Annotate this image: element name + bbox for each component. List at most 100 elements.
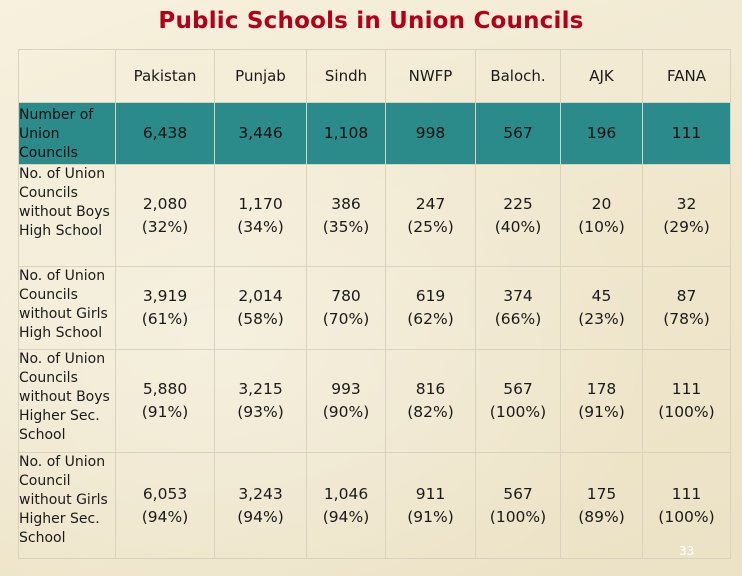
table-cell: 2,080 (32%) <box>115 164 215 267</box>
cell-percent: (40%) <box>494 217 542 236</box>
table-cell: 20 (10%) <box>560 164 643 267</box>
table-cell: 386 (35%) <box>306 164 386 267</box>
slide-title: Public Schools in Union Councils <box>158 8 584 34</box>
row-label: No. of Union Councils without Girls High… <box>18 266 116 350</box>
cell-percent: (29%) <box>663 217 710 236</box>
table-cell: 567 <box>475 102 561 165</box>
cell-count: 178 <box>586 380 617 398</box>
cell-percent: (62%) <box>407 310 454 328</box>
row-label: Number of Union Councils <box>18 102 116 165</box>
cell-count: 386 <box>331 194 361 213</box>
row-label: No. of Union Councils without Boys Highe… <box>18 349 116 453</box>
table-row: No. of Union Councils without Boys High … <box>18 164 731 267</box>
table-cell: 247 (25%) <box>385 164 476 267</box>
page-number: 33 <box>679 544 695 558</box>
corner-cell <box>18 49 116 103</box>
cell-count: 2,014 <box>238 287 283 305</box>
cell-percent: (89%) <box>578 507 625 526</box>
table-cell: 998 <box>385 102 476 165</box>
cell-percent: (90%) <box>322 403 370 421</box>
cell-count: 111 <box>671 484 702 503</box>
table-cell: 780 (70%) <box>306 266 386 350</box>
table-cell: 3,215 (93%) <box>214 349 307 453</box>
cell-count: 87 <box>676 287 697 305</box>
cell-count: 2,080 <box>142 194 188 213</box>
table-cell: 6,053 (94%) <box>115 452 215 559</box>
table-row: Number of Union Councils 6,438 3,446 1,1… <box>18 102 731 165</box>
cell-percent: (100%) <box>489 507 547 526</box>
cell-count: 247 <box>415 194 446 213</box>
column-header-baloch: Baloch. <box>475 49 561 103</box>
cell-percent: (34%) <box>237 217 284 236</box>
cell-count: 20 <box>591 194 612 213</box>
cell-count: 225 <box>503 194 533 213</box>
table-cell: 993 (90%) <box>306 349 386 453</box>
cell-count: 175 <box>586 484 617 503</box>
table-cell: 196 <box>560 102 643 165</box>
table-row: No. of Union Council without Girls Highe… <box>18 452 731 559</box>
column-header-ajk: AJK <box>560 49 643 103</box>
table-cell: 567 (100%) <box>475 452 561 559</box>
cell-percent: (78%) <box>663 310 710 328</box>
cell-percent: (91%) <box>141 403 189 421</box>
table-cell: 111 (100%) <box>642 349 731 453</box>
cell-percent: (58%) <box>237 310 284 328</box>
cell-percent: (94%) <box>237 507 284 526</box>
cell-percent: (70%) <box>322 310 370 328</box>
cell-count: 1,170 <box>238 194 283 213</box>
table-cell: 1,170 (34%) <box>214 164 307 267</box>
column-header-punjab: Punjab <box>214 49 307 103</box>
table-cell: 225 (40%) <box>475 164 561 267</box>
cell-count: 32 <box>676 194 697 213</box>
cell-count: 3,215 <box>238 380 283 398</box>
cell-percent: (10%) <box>578 217 625 236</box>
cell-count: 993 <box>331 380 361 398</box>
cell-percent: (94%) <box>322 507 370 526</box>
cell-percent: (66%) <box>494 310 542 328</box>
table-cell: 619 (62%) <box>385 266 476 350</box>
cell-count: 1,046 <box>323 484 369 503</box>
cell-percent: (25%) <box>407 217 454 236</box>
cell-percent: (91%) <box>407 507 454 526</box>
cell-count: 374 <box>503 287 533 305</box>
header-row: Pakistan Punjab Sindh NWFP Baloch. AJK F… <box>18 49 731 103</box>
table-cell: 1,108 <box>306 102 386 165</box>
cell-percent: (94%) <box>141 507 189 526</box>
cell-count: 567 <box>503 380 533 398</box>
cell-percent: (100%) <box>658 507 715 526</box>
table-cell: 6,438 <box>115 102 215 165</box>
cell-count: 567 <box>503 484 533 503</box>
table-cell: 3,243 (94%) <box>214 452 307 559</box>
cell-count: 111 <box>671 380 702 398</box>
row-label: No. of Union Councils without Boys High … <box>18 164 116 267</box>
cell-count: 3,919 <box>142 287 188 305</box>
cell-count: 6,053 <box>142 484 188 503</box>
table-cell: 2,014 (58%) <box>214 266 307 350</box>
table-cell: 3,446 <box>214 102 307 165</box>
table-cell: 111 <box>642 102 731 165</box>
union-councils-table: Pakistan Punjab Sindh NWFP Baloch. AJK F… <box>18 49 731 559</box>
cell-percent: (82%) <box>407 403 454 421</box>
column-header-fana: FANA <box>642 49 731 103</box>
table-cell: 911 (91%) <box>385 452 476 559</box>
column-header-pakistan: Pakistan <box>115 49 215 103</box>
column-header-nwfp: NWFP <box>385 49 476 103</box>
table-cell: 567 (100%) <box>475 349 561 453</box>
table-cell: 178 (91%) <box>560 349 643 453</box>
cell-percent: (35%) <box>322 217 370 236</box>
cell-percent: (61%) <box>141 310 189 328</box>
cell-count: 619 <box>415 287 446 305</box>
column-header-sindh: Sindh <box>306 49 386 103</box>
table-cell: 1,046 (94%) <box>306 452 386 559</box>
table-row: No. of Union Councils without Boys Highe… <box>18 349 731 453</box>
cell-percent: (100%) <box>489 403 547 421</box>
cell-count: 816 <box>415 380 446 398</box>
table-cell: 32 (29%) <box>642 164 731 267</box>
cell-percent: (93%) <box>237 403 284 421</box>
row-label: No. of Union Council without Girls Highe… <box>18 452 116 559</box>
table-cell: 87 (78%) <box>642 266 731 350</box>
table-cell: 111 (100%) <box>642 452 731 559</box>
cell-percent: (23%) <box>578 310 625 328</box>
table-cell: 374 (66%) <box>475 266 561 350</box>
table-cell: 5,880 (91%) <box>115 349 215 453</box>
